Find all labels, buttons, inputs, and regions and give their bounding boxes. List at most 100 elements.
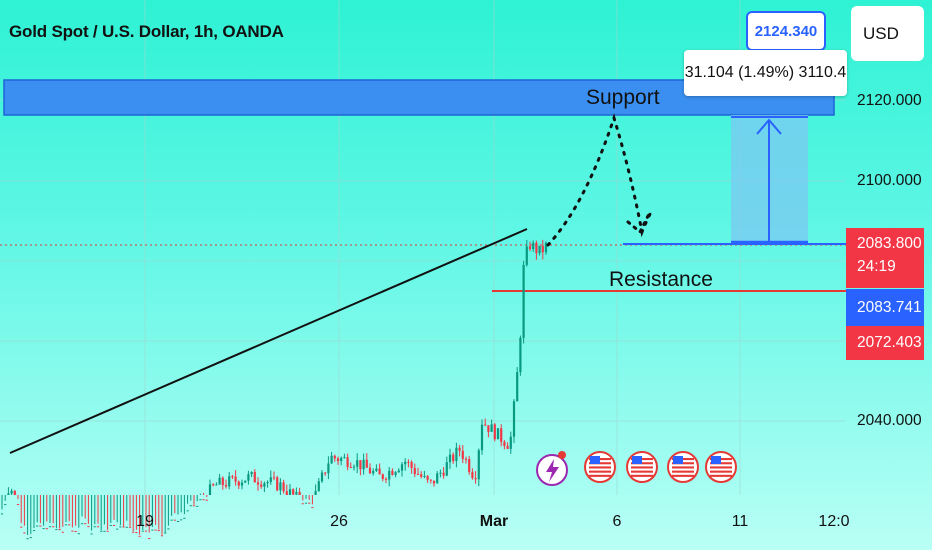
resistance-label: Resistance	[609, 268, 713, 291]
candle-body	[391, 470, 394, 475]
candle-body	[528, 246, 532, 250]
candle-body	[240, 482, 244, 486]
candle-body	[413, 467, 416, 474]
candle-body	[397, 470, 400, 473]
candle-body	[84, 523, 87, 525]
candle-body	[7, 493, 10, 495]
candle-body	[308, 502, 311, 504]
candle-body	[164, 532, 167, 534]
candle-body	[0, 513, 4, 515]
candle-body	[26, 538, 29, 540]
candle-body	[167, 528, 170, 530]
candle-body	[221, 477, 224, 485]
candle-body	[372, 470, 375, 474]
y-tick-2040: 2040.000	[857, 412, 922, 429]
x-tick-6: 6	[612, 513, 622, 530]
candle-body	[269, 477, 272, 482]
candle-body	[445, 462, 448, 476]
candlesticks	[0, 239, 548, 540]
candle-body	[288, 489, 292, 495]
candle-body	[263, 483, 266, 487]
candle-body	[138, 535, 141, 537]
projection-arrow-head	[626, 210, 652, 235]
candle-body	[384, 478, 388, 480]
candle-body	[340, 457, 343, 462]
candle-body	[39, 525, 42, 527]
candle-body	[260, 484, 263, 487]
currency-button[interactable]: USD	[851, 6, 924, 61]
candle-body	[16, 504, 20, 506]
candle-body	[23, 532, 26, 534]
candle-body	[93, 526, 96, 528]
us-flag-icon[interactable]	[626, 451, 658, 483]
candle-body	[455, 447, 458, 462]
current-price-value: 2083.800	[857, 235, 922, 252]
candle-body	[464, 458, 468, 460]
candle-body	[400, 464, 404, 471]
candle-body	[20, 526, 23, 528]
candle-body	[29, 537, 32, 539]
candle-body	[314, 491, 317, 495]
chart-title: Gold Spot / U.S. Dollar, 1h, OANDA	[9, 22, 284, 41]
candle-body	[45, 528, 48, 530]
candle-body	[448, 454, 452, 463]
candle-body	[189, 505, 192, 507]
candle-body	[109, 524, 112, 526]
candle-body	[298, 491, 301, 495]
candle-body	[4, 504, 7, 506]
candle-body	[13, 490, 16, 495]
candle-body	[324, 472, 327, 474]
candle-body	[87, 526, 90, 528]
red-line-price-tag: 2072.403	[846, 326, 924, 360]
candle-body	[327, 463, 330, 474]
candle-body	[429, 479, 432, 481]
candle-body	[442, 472, 445, 476]
candle-body	[516, 372, 519, 402]
lightning-icon[interactable]	[536, 451, 568, 486]
candle-body	[10, 490, 13, 494]
candle-body	[112, 524, 116, 526]
candle-body	[279, 482, 282, 491]
us-flag-icon[interactable]	[584, 451, 616, 483]
candle-body	[365, 459, 368, 468]
candle-body	[368, 467, 372, 474]
candle-body	[375, 468, 378, 471]
candle-body	[272, 477, 276, 479]
candle-body	[292, 489, 295, 495]
candle-body	[407, 461, 410, 463]
candle-body	[151, 529, 154, 531]
trend-line[interactable]	[9, 228, 528, 454]
x-tick-11: 11	[731, 513, 749, 530]
candle-body	[173, 519, 176, 521]
us-flag-icon[interactable]	[667, 451, 699, 483]
candle-body	[176, 520, 180, 522]
candle-body	[423, 475, 426, 477]
candle-body	[157, 530, 160, 532]
candle-body	[333, 455, 336, 459]
candle-body	[141, 530, 144, 532]
candle-body	[410, 461, 413, 468]
x-tick-26: 26	[330, 513, 348, 530]
candle-body	[100, 530, 103, 532]
candle-body	[346, 457, 349, 467]
candle-body	[205, 499, 208, 501]
candle-body	[42, 528, 45, 530]
candle-body	[304, 502, 308, 504]
candle-body	[212, 484, 215, 486]
candle-body	[77, 533, 80, 535]
candle-body	[125, 526, 128, 528]
candle-body	[103, 530, 106, 532]
candle-body	[231, 476, 234, 478]
candle-body	[256, 482, 260, 485]
candle-body	[509, 436, 512, 449]
us-flag-icon[interactable]	[705, 451, 737, 483]
candle-body	[487, 425, 490, 432]
measure-tooltip: 31.104 (1.49%) 3110.4	[684, 50, 847, 96]
candle-body	[202, 499, 205, 501]
support-label: Support	[586, 86, 660, 109]
candle-body	[68, 524, 71, 526]
candle-body	[496, 428, 500, 440]
candle-body	[186, 510, 189, 512]
support-top-price-tag[interactable]: 2124.340	[746, 11, 826, 51]
